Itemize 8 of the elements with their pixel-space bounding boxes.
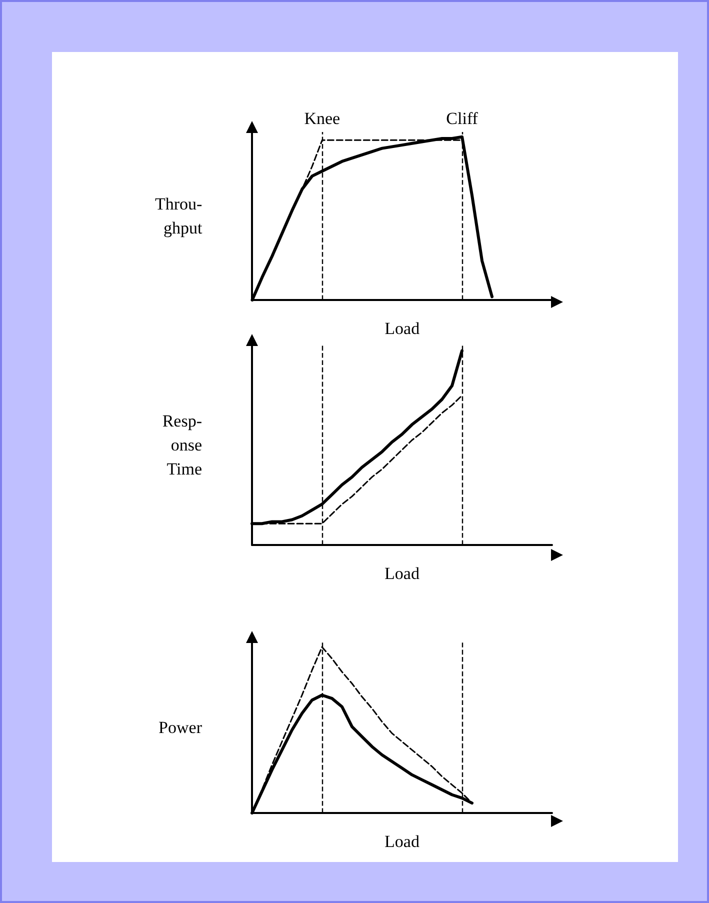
y-axis-title: Power <box>158 718 202 737</box>
x-axis-title: Load <box>384 564 420 583</box>
x-axis-title: Load <box>384 832 420 851</box>
y-axis-title: Throu- ghput <box>154 194 203 238</box>
x-axis-title: Load <box>384 319 420 338</box>
y-axis-title: Resp- onse Time <box>162 412 202 478</box>
text: Knee <box>304 109 340 128</box>
text: Cliff <box>446 109 478 128</box>
